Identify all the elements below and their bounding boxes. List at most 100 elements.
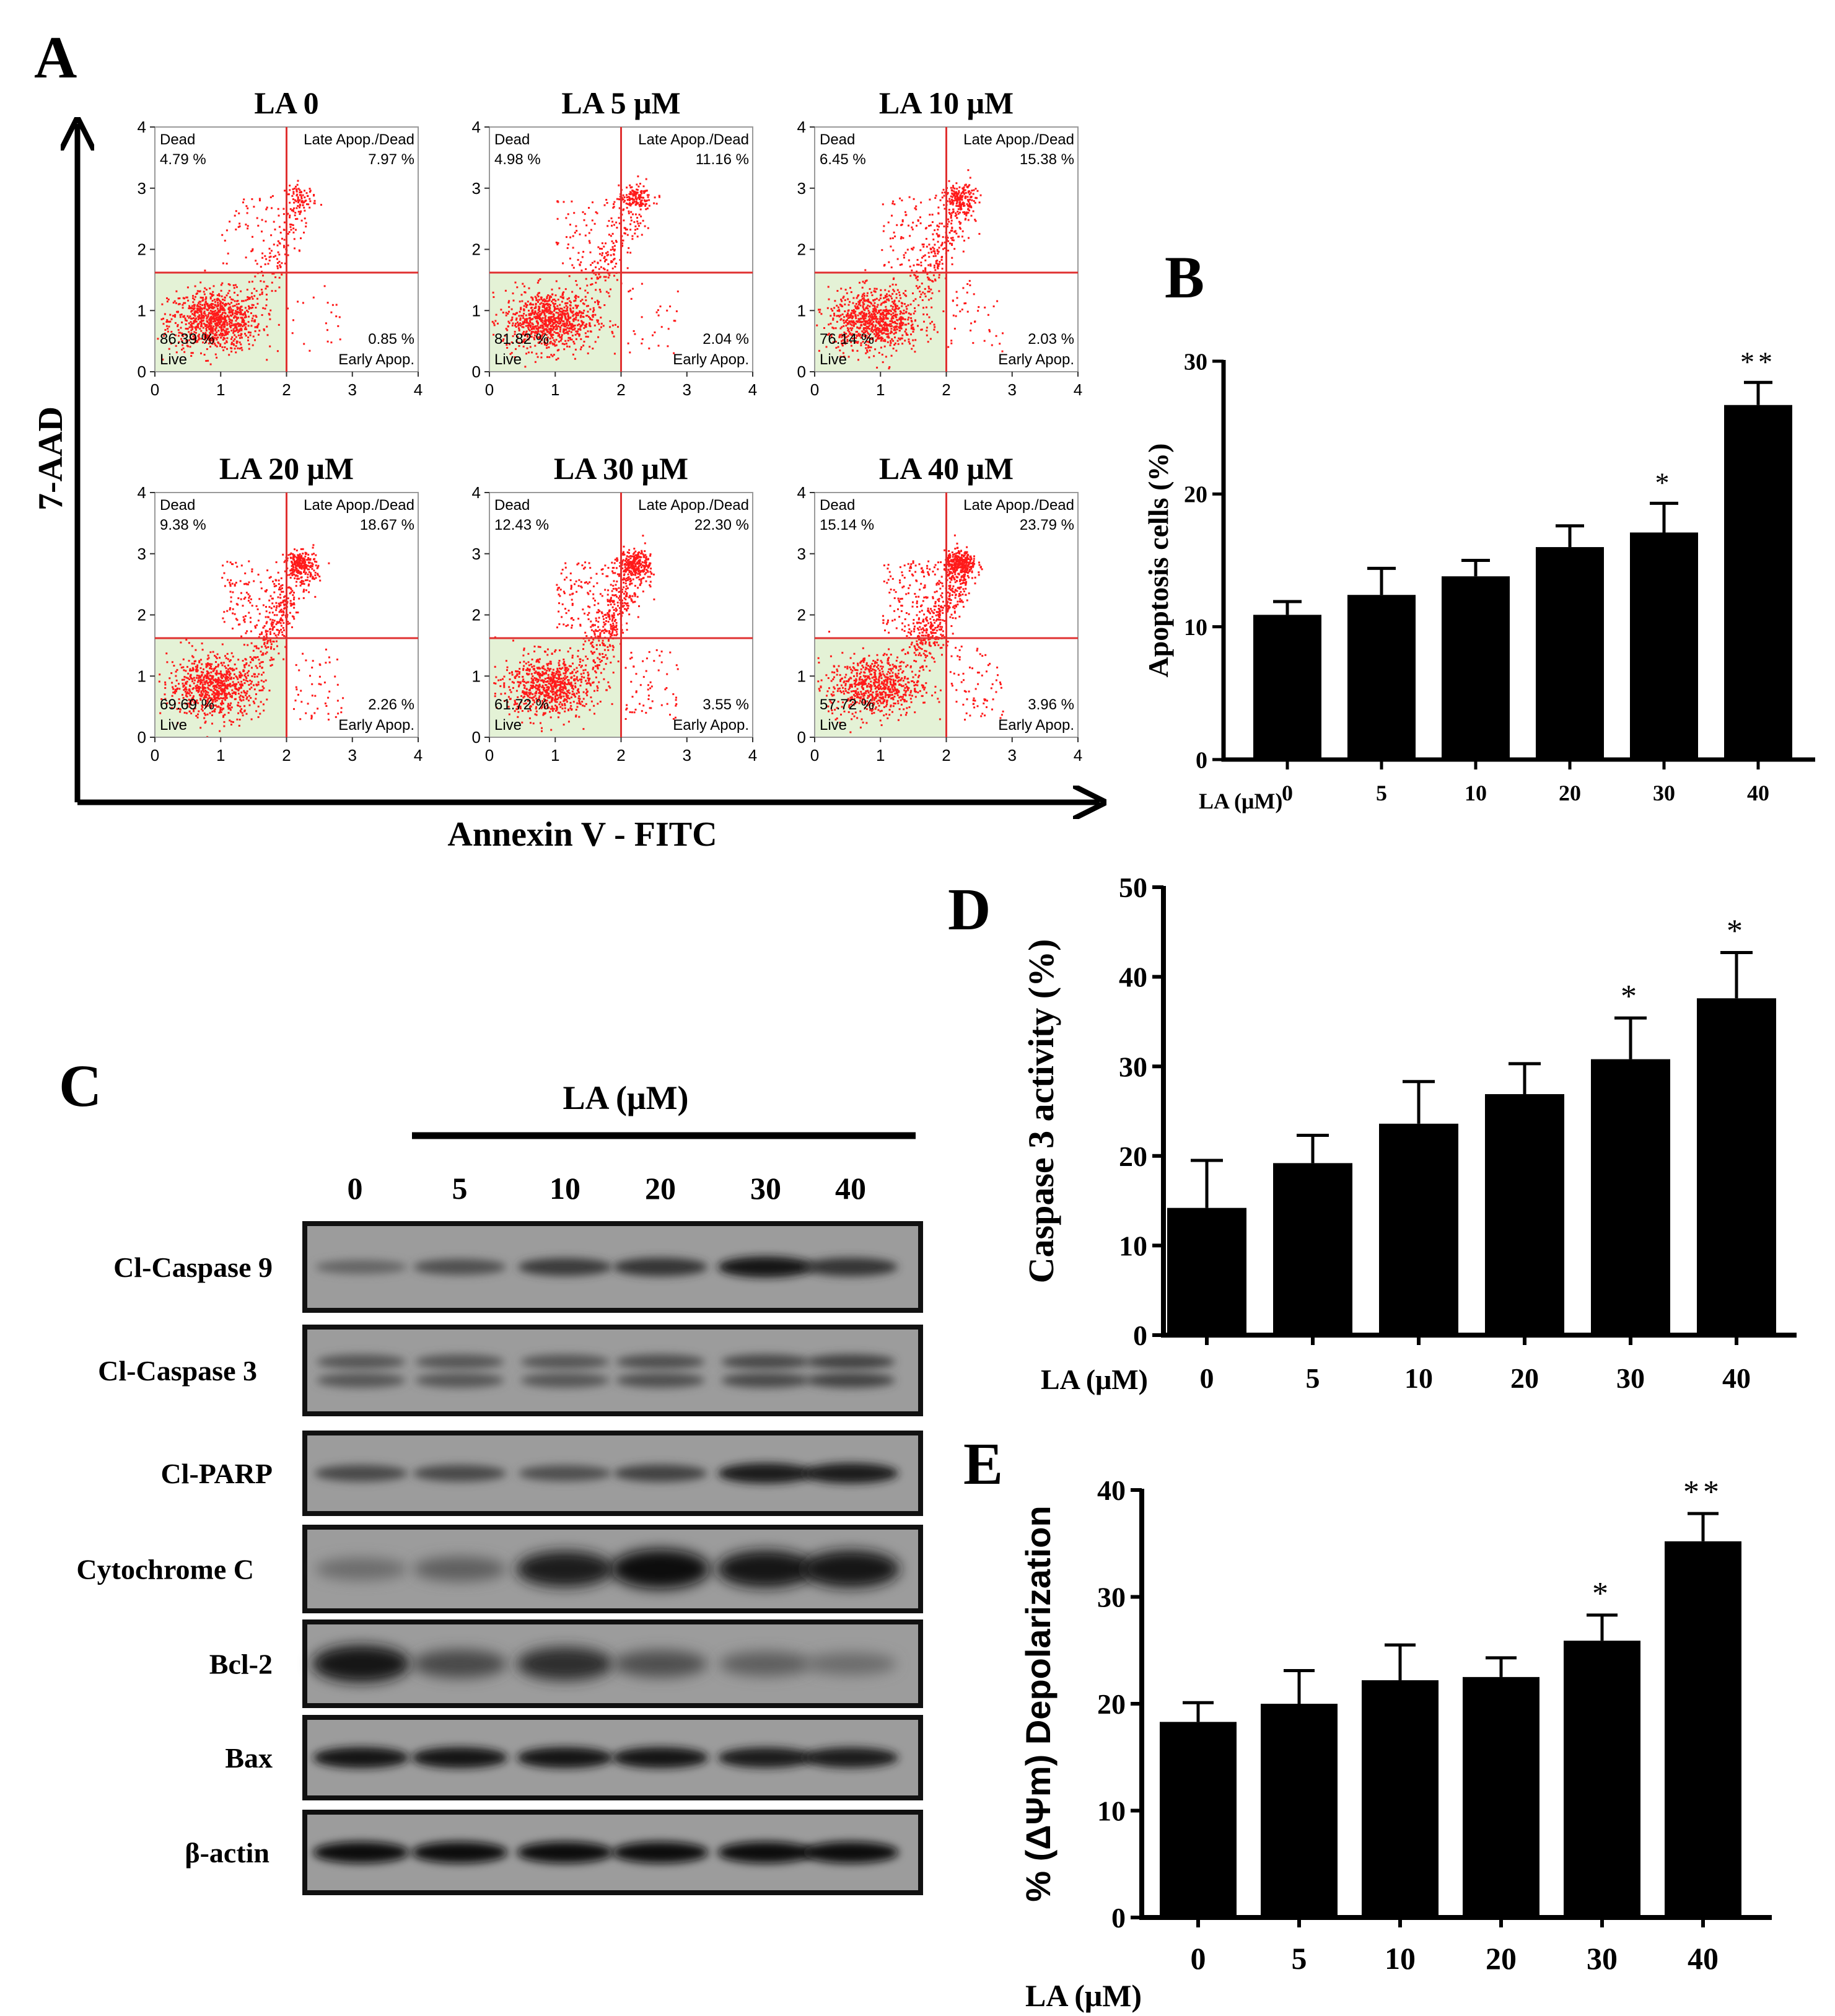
- blot-band: [412, 1649, 507, 1678]
- x-tick-label: 40: [1722, 1362, 1751, 1394]
- x-tick-label: 5: [1292, 1941, 1307, 1976]
- blot-band: [517, 1747, 613, 1768]
- significance-marker: **: [1740, 346, 1776, 377]
- bar: [1697, 998, 1776, 1335]
- quadrant-late-label: Late Apop./Dead: [638, 497, 749, 514]
- quadrant-live-value: 76.14 %: [820, 331, 874, 348]
- blot-band: [719, 1651, 813, 1676]
- y-tick-label: 0: [138, 728, 146, 747]
- y-tick-label: 20: [1184, 482, 1207, 508]
- x-tick-label: 0: [485, 380, 494, 399]
- y-tick-label: 0: [797, 362, 806, 381]
- y-tick-label: 10: [1119, 1230, 1147, 1262]
- x-tick-label: 4: [414, 746, 423, 765]
- x-axis-title: LA (μM): [1199, 789, 1282, 813]
- flow-dots: [493, 535, 679, 732]
- x-tick-label: 0: [810, 746, 819, 765]
- x-axis-title: LA (μM): [1041, 1364, 1148, 1395]
- quadrant-early-label: Early Apop.: [673, 351, 749, 368]
- blot-band: [802, 1747, 899, 1768]
- blot-row-label: β-actin: [185, 1837, 269, 1869]
- flow-dots: [158, 544, 344, 738]
- lane-label: 30: [750, 1171, 781, 1206]
- quadrant-early-value: 2.26 %: [368, 696, 414, 713]
- quadrant-dead-label: Dead: [820, 497, 855, 514]
- blot-band: [717, 1463, 814, 1484]
- blot-band: [801, 1550, 900, 1588]
- x-tick-label: 2: [942, 380, 950, 399]
- y-tick-label: 0: [1196, 747, 1207, 773]
- blot-band: [803, 1258, 898, 1276]
- x-tick-label: 1: [216, 746, 225, 765]
- blot-row: Bcl-2: [209, 1619, 923, 1708]
- quadrant-late-label: Late Apop./Dead: [304, 497, 414, 514]
- y-tick-label: 1: [472, 667, 481, 685]
- blot-row-label: Cl-Caspase 9: [113, 1251, 273, 1283]
- panel-label-b: B: [1165, 244, 1204, 310]
- bar: [1485, 1094, 1564, 1335]
- quadrant-late-value: 22.30 %: [694, 517, 749, 533]
- x-tick-label: 20: [1559, 781, 1581, 805]
- blot-band: [613, 1650, 707, 1678]
- quadrant-live-value: 61.72 %: [494, 696, 549, 713]
- y-tick-label: 30: [1119, 1051, 1147, 1082]
- x-tick-label: 30: [1653, 781, 1675, 805]
- quadrant-early-label: Early Apop.: [338, 351, 414, 368]
- x-axis-title: LA (μM): [1025, 1978, 1142, 2013]
- blot-band: [520, 1354, 610, 1388]
- blot-band: [721, 1354, 810, 1388]
- quadrant-early-label: Early Apop.: [338, 717, 414, 734]
- y-tick-label: 20: [1097, 1688, 1126, 1720]
- blot-band: [717, 1256, 814, 1278]
- x-tick-label: 4: [1074, 746, 1082, 765]
- blot-row: β-actin: [185, 1810, 923, 1895]
- blot-band: [411, 1747, 508, 1768]
- lane-label: 10: [550, 1171, 580, 1206]
- bar: [1463, 1676, 1539, 1917]
- x-tick-label: 4: [748, 746, 757, 765]
- blot-band: [411, 1841, 508, 1864]
- significance-marker: *: [1727, 914, 1746, 949]
- x-tick-label: 20: [1510, 1362, 1539, 1394]
- y-axis-title: Apoptosis cells (%): [1142, 443, 1174, 677]
- x-tick-label: 2: [282, 380, 291, 399]
- x-tick-label: 3: [348, 380, 357, 399]
- blot-row: Bax: [225, 1715, 923, 1800]
- flow-plot: LA 0 00 1 1 2 2 3 3 4 4 Dead 4.79 % Late Apop./Dead 7…: [138, 85, 423, 399]
- bar: [1724, 405, 1792, 760]
- x-tick-label: 0: [1191, 1941, 1206, 1976]
- bar: [1347, 595, 1416, 760]
- blot-row: Cl-PARP: [160, 1431, 923, 1516]
- blot-row: Cl-Caspase 9: [113, 1221, 923, 1313]
- bar: [1665, 1541, 1741, 1917]
- panel-label-e: E: [963, 1431, 1003, 1497]
- y-tick-label: 2: [138, 240, 146, 259]
- significance-marker: **: [1683, 1475, 1723, 1510]
- blot-band: [413, 1259, 506, 1275]
- blot-row: Cl-Caspase 3: [98, 1325, 923, 1416]
- y-tick-label: 3: [138, 179, 146, 198]
- flow-y-axis-label: 7-AAD: [32, 406, 70, 511]
- quadrant-late-value: 15.38 %: [1020, 151, 1074, 168]
- panel-label-d: D: [948, 876, 991, 942]
- x-tick-label: 1: [876, 380, 885, 399]
- y-tick-label: 10: [1097, 1795, 1126, 1827]
- x-tick-label: 3: [683, 746, 691, 765]
- x-tick-label: 0: [1200, 1362, 1214, 1394]
- significance-marker: *: [1655, 467, 1673, 498]
- blot-band: [314, 1465, 408, 1482]
- blot-band: [519, 1465, 611, 1481]
- lane-label: 20: [645, 1171, 676, 1206]
- bar: [1167, 1207, 1246, 1335]
- bar: [1591, 1059, 1670, 1335]
- y-tick-label: 0: [472, 728, 481, 747]
- western-blot-panel: LA (μM) 0 5 10 20 30 40 Cl-Caspase 9 Cl-Caspas…: [76, 1079, 923, 1895]
- blot-band: [613, 1465, 707, 1482]
- x-tick-label: 2: [616, 746, 625, 765]
- flow-plot-title: LA 0: [254, 85, 318, 120]
- y-tick-label: 0: [138, 362, 146, 381]
- blot-band: [317, 1354, 406, 1388]
- blot-band: [315, 1558, 408, 1580]
- bar: [1564, 1641, 1640, 1917]
